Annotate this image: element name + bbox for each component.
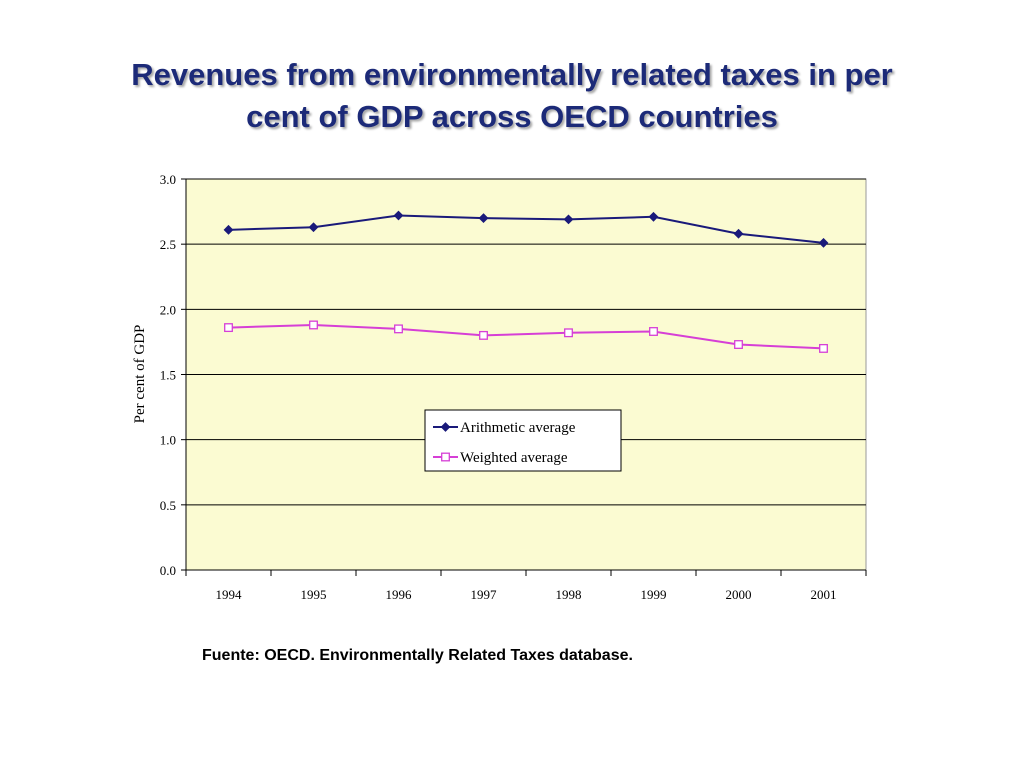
- y-tick-label: 2.0: [160, 302, 176, 317]
- legend-label: Weighted average: [460, 450, 568, 466]
- data-point: [478, 213, 489, 224]
- series-line-1: [228, 214, 824, 244]
- data-point: [224, 323, 233, 333]
- legend-swatch-marker: [440, 422, 451, 432]
- legend-swatch-marker: [441, 452, 450, 462]
- y-tick-label: 0.0: [160, 563, 176, 578]
- y-tick-label: 0.5: [160, 498, 176, 513]
- data-point: [648, 211, 659, 222]
- data-point: [394, 324, 403, 334]
- y-tick-label: 1.5: [160, 368, 176, 383]
- y-tick-label: 2.5: [160, 237, 176, 252]
- slide-title: Revenues from environmentally related ta…: [62, 54, 962, 138]
- slide-title-line-1: Revenues from environmentally related ta…: [131, 57, 893, 92]
- series-lines: [223, 210, 829, 353]
- data-point: [393, 210, 404, 221]
- data-point: [223, 224, 234, 235]
- x-tick-label: 1995: [301, 587, 327, 602]
- axes: 0.0 0.5 1.0 1.5 2.0 2.5 3.0 1994 1995 1996 1997 199…: [160, 172, 867, 602]
- slide-title-line-2: cent of GDP across OECD countries: [246, 99, 778, 134]
- x-tick-label: 1999: [641, 587, 667, 602]
- data-point: [734, 340, 743, 349]
- x-tick-label: 2000: [726, 587, 752, 602]
- legend-label: Arithmetic average: [460, 420, 576, 436]
- data-point: [563, 214, 574, 225]
- legend-box: [424, 409, 622, 472]
- data-point: [733, 228, 744, 239]
- data-point: [308, 222, 319, 233]
- series-line-2: [228, 323, 824, 350]
- data-point: [309, 320, 318, 330]
- x-tick-label: 2001: [811, 587, 837, 602]
- x-tick-label: 1998: [556, 587, 582, 602]
- legend: Arithmetic average Weighted average: [424, 409, 622, 472]
- data-point: [819, 343, 828, 353]
- data-point: [564, 328, 573, 338]
- data-point: [818, 237, 829, 248]
- x-tick-label: 1997: [471, 587, 498, 602]
- x-tick-label: 1994: [216, 587, 243, 602]
- data-point: [479, 330, 488, 340]
- y-tick-label: 3.0: [160, 172, 176, 187]
- source-note: Fuente: OECD. Environmentally Related Ta…: [202, 647, 633, 664]
- y-axis-label: Per cent of GDP: [132, 325, 148, 424]
- y-tick-label: 1.0: [160, 433, 176, 448]
- data-point: [649, 327, 658, 336]
- x-tick-label: 1996: [386, 587, 413, 602]
